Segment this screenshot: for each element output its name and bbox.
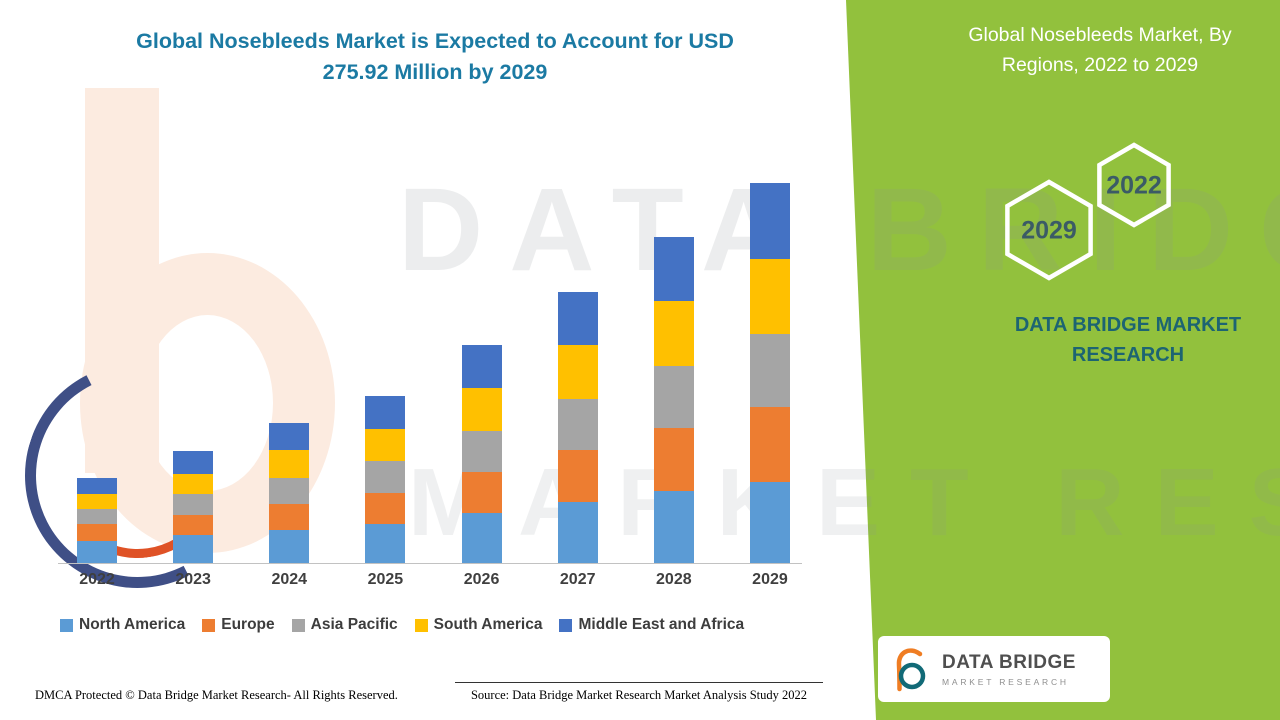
legend-item-europe: Europe	[202, 616, 275, 634]
bar-segment-south-america	[461, 388, 502, 431]
bar-segment-europe	[557, 450, 598, 503]
bar-segment-middle-east-and-africa	[461, 345, 502, 389]
legend-swatch	[202, 618, 216, 632]
bar-segment-north-america	[77, 540, 117, 563]
bar-segment-north-america	[749, 481, 790, 563]
chart-title-line1: Global Nosebleeds Market is Expected to …	[136, 29, 734, 53]
bar-segment-europe	[269, 503, 310, 530]
bar-segment-south-america	[749, 258, 790, 335]
legend-swatch	[60, 618, 73, 632]
bar-2027	[557, 291, 598, 563]
bar-segment-south-america	[365, 429, 406, 462]
bar-segment-south-america	[557, 345, 598, 400]
bar-segment-europe	[461, 472, 502, 514]
bar-segment-asia-pacific	[461, 430, 502, 473]
bar-segment-asia-pacific	[365, 461, 406, 493]
hexagon-2022	[1097, 142, 1171, 228]
plot-area: 2022 2023 2024 2025 2026 2027 2028 2029	[0, 183, 830, 588]
bar-segment-north-america	[365, 524, 406, 563]
bar-segment-north-america	[461, 513, 502, 563]
legend-item-south-america: South America	[414, 616, 543, 634]
x-axis-line	[58, 563, 802, 564]
bar-segment-middle-east-and-africa	[653, 236, 694, 302]
bar-segment-south-america	[173, 473, 214, 495]
bar-segment-europe	[365, 492, 406, 525]
bar-2025	[365, 396, 406, 563]
bar-segment-middle-east-and-africa	[173, 451, 214, 474]
bar-segment-middle-east-and-africa	[269, 422, 310, 451]
hex-year-2022: 2022	[1106, 172, 1162, 200]
logo-subtitle: MARKET RESEARCH	[942, 676, 1069, 687]
side-panel-brand-text: DATA BRIDGE MARKET RESEARCH	[1014, 314, 1242, 366]
bar-segment-north-america	[269, 529, 310, 563]
bar-segment-middle-east-and-africa	[749, 183, 790, 259]
bar-2028	[653, 236, 694, 563]
bar-segment-middle-east-and-africa	[77, 477, 117, 495]
legend-swatch	[291, 618, 305, 632]
bar-segment-asia-pacific	[653, 366, 694, 429]
bar-segment-europe	[77, 524, 117, 541]
source-note: Source: Data Bridge Market Research Mark…	[455, 682, 823, 703]
bar-segment-asia-pacific	[173, 494, 214, 515]
x-axis-label-2029: 2029	[752, 571, 788, 588]
hexagon-2029	[1005, 179, 1093, 281]
x-axis-label-2026: 2026	[463, 571, 500, 588]
legend-swatch	[559, 618, 573, 632]
bar-segment-asia-pacific	[269, 477, 310, 504]
legend-label: Asia Pacific	[310, 616, 398, 633]
bar-segment-north-america	[653, 491, 694, 563]
watermark-text-line1: DATA BRIDGE	[398, 164, 1280, 296]
bar-segment-asia-pacific	[749, 334, 790, 408]
side-panel-heading: Global Nosebleeds Market, By Regions, 20…	[968, 24, 1232, 77]
dbmr-logo-card: DATA BRIDGE MARKET RESEARCH	[878, 636, 1110, 702]
x-axis-label-2027: 2027	[559, 571, 596, 588]
logo-name: DATA BRIDGE	[942, 651, 1076, 673]
chart-title: Global Nosebleeds Market is Expected to …	[105, 26, 765, 88]
dmca-notice: DMCA Protected © Data Bridge Market Rese…	[35, 688, 398, 702]
watermark-text-line2: MARKET RESEARCH	[408, 449, 1280, 556]
legend-label: Middle East and Africa	[578, 616, 745, 633]
bar-segment-asia-pacific	[77, 509, 117, 525]
chart-legend: North America Europe Asia Pacific South Ame…	[60, 616, 744, 634]
x-axis-label-2025: 2025	[367, 571, 404, 588]
legend-label: North America	[79, 616, 186, 633]
bar-segment-north-america	[173, 535, 214, 563]
bar-segment-asia-pacific	[557, 399, 598, 451]
bar-segment-south-america	[77, 494, 117, 510]
chart-title-line2: 275.92 Million by 2029	[322, 60, 548, 85]
legend-label: South America	[433, 616, 543, 633]
bar-segment-europe	[173, 514, 214, 536]
bar-2023	[173, 451, 214, 563]
dbmr-logo-icon	[896, 648, 926, 692]
legend-item-north-america: North America	[60, 616, 185, 634]
bar-segment-north-america	[557, 502, 598, 563]
bar-segment-middle-east-and-africa	[557, 291, 598, 346]
legend-label: Europe	[221, 616, 275, 633]
bar-2026	[461, 345, 502, 563]
x-axis-label-2028: 2028	[656, 571, 692, 588]
bar-segment-south-america	[653, 301, 694, 367]
bar-2022	[77, 477, 117, 563]
legend-item-asia-pacific: Asia Pacific	[291, 616, 398, 634]
bar-segment-middle-east-and-africa	[365, 396, 406, 430]
side-panel-bg	[846, 0, 1280, 720]
x-axis-label-2023: 2023	[175, 571, 211, 588]
legend-swatch	[414, 618, 428, 632]
legend-item-middle-east-and-africa: Middle East and Africa	[559, 616, 744, 634]
x-axis-label-2022: 2022	[79, 571, 115, 588]
hexagon-badges: 2029 2022	[1005, 142, 1171, 281]
bar-segment-europe	[749, 407, 790, 482]
bar-2024	[269, 422, 310, 563]
bar-segment-south-america	[269, 450, 310, 478]
x-axis-label-2024: 2024	[271, 571, 308, 588]
bar-2029	[749, 183, 790, 563]
hex-year-2029: 2029	[1021, 217, 1077, 245]
bar-segment-europe	[653, 428, 694, 492]
